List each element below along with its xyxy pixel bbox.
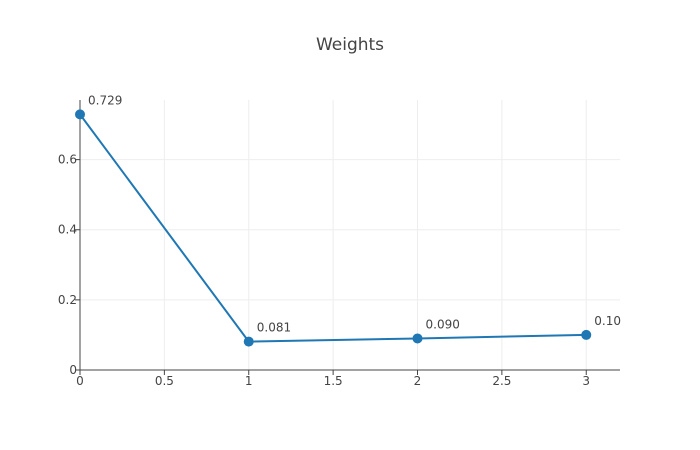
x-tick-label: 2 <box>414 374 422 388</box>
y-tick-label: 0.4 <box>58 223 77 237</box>
data-labels: 0.729 0.081 0.090 0.10 <box>88 93 621 334</box>
series-line <box>79 113 587 343</box>
x-tick-label: 1.5 <box>324 374 343 388</box>
x-tick-label: 2.5 <box>492 374 511 388</box>
y-axis-ticks: 0 0.2 0.4 0.6 <box>58 153 80 377</box>
grid-lines <box>80 100 620 370</box>
data-label: 0.10 <box>594 314 621 328</box>
chart-title: Weights <box>316 35 384 55</box>
data-label: 0.090 <box>426 317 460 331</box>
data-point[interactable] <box>581 329 592 340</box>
axes <box>79 100 620 371</box>
data-point[interactable] <box>243 336 254 347</box>
data-point[interactable] <box>412 333 423 344</box>
x-tick-label: 0 <box>76 374 84 388</box>
y-tick-label: 0.2 <box>58 293 77 307</box>
y-tick-label: 0.6 <box>58 153 77 167</box>
series-weights <box>75 109 592 347</box>
data-label: 0.081 <box>257 321 291 335</box>
y-tick-label: 0 <box>69 363 77 377</box>
x-tick-label: 1 <box>245 374 253 388</box>
x-axis-ticks: 0 0.5 1 1.5 2 2.5 3 <box>76 370 590 388</box>
data-point[interactable] <box>75 109 85 120</box>
x-tick-label: 0.5 <box>155 374 174 388</box>
x-tick-label: 3 <box>582 374 590 388</box>
data-label: 0.729 <box>88 93 122 107</box>
